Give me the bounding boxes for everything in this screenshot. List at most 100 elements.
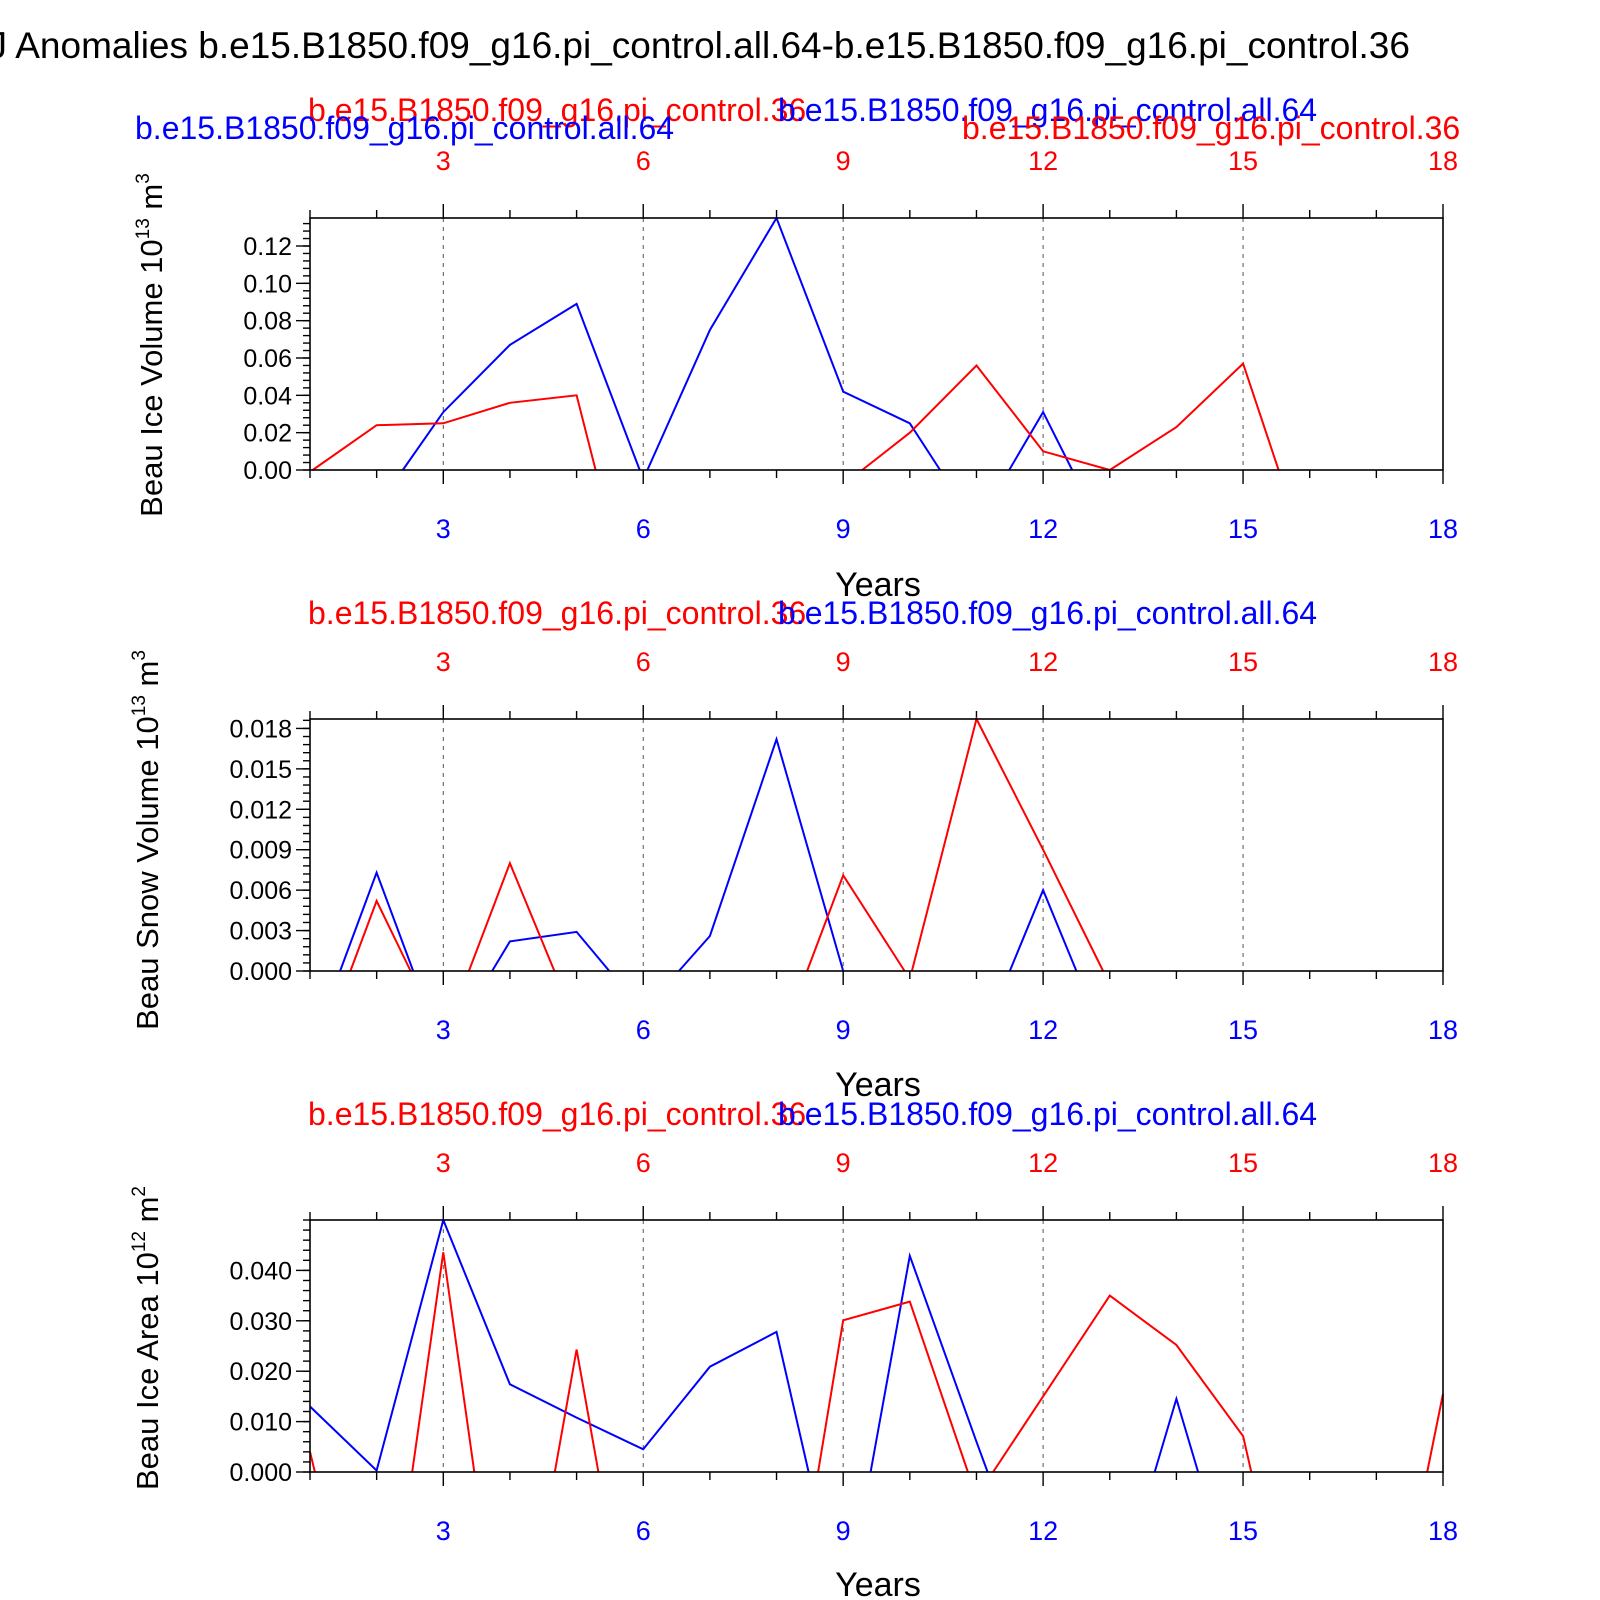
panel-1-ytick-label: 0.08 — [243, 308, 292, 336]
panel-3-xtick-label-top: 12 — [1028, 1148, 1058, 1178]
panel-1-ytick-label: 0.04 — [243, 382, 292, 410]
panel-3-series-red-line — [411, 1252, 476, 1473]
panel-3-series-red-line — [817, 1300, 969, 1473]
panel-1-top-label-blue: b.e15.B1850.f09_g16.pi_control.all.64 — [778, 92, 1317, 128]
panel-1-xtick-label-top: 6 — [636, 146, 651, 176]
panel-2-series-blue-line — [339, 869, 415, 972]
panel-1-ylabel: Beau Ice Volume 1013 m3 — [133, 173, 169, 517]
panel-1-xtick-label-top: 18 — [1428, 146, 1458, 176]
panel-2-xtick-label-top: 9 — [836, 647, 851, 677]
panel-3-xtick-label-top: 15 — [1228, 1148, 1258, 1178]
panel-3-ytick-label: 0.020 — [229, 1358, 292, 1386]
panel-3-xtick-label-bottom: 12 — [1028, 1516, 1058, 1546]
panel-2-xtick-label-bottom: 3 — [436, 1015, 451, 1045]
panel-1-xtick-label-bottom: 3 — [436, 514, 451, 544]
panel-2-ytick-label: 0.012 — [229, 796, 292, 824]
panel-1-xtick-label-top: 12 — [1028, 146, 1058, 176]
panel-3-xtick-label-top: 9 — [836, 1148, 851, 1178]
panel-1-extra-red-label: b.e15.B1850.f09_g16.pi_control.36 — [962, 110, 1460, 146]
panel-1-top-label-red: b.e15.B1850.f09_g16.pi_control.36 — [308, 92, 806, 128]
panel-3-ytick-label: 0.010 — [229, 1409, 292, 1437]
panel-2-ytick-label: 0.009 — [229, 837, 292, 865]
panel-1-series-blue-line — [401, 302, 641, 471]
panel-2-series-blue-line — [491, 930, 611, 972]
panel-2-xtick-label-top: 12 — [1028, 647, 1058, 677]
panel-3-xtick-label-bottom: 3 — [436, 1516, 451, 1546]
chart-marks: 3 3 6 6 9 9 12 12 15 15 18 18 0.00 0.02 0.04 0.06 0.08 0.… — [229, 146, 1458, 1546]
panel-2-plot-frame — [309, 718, 1444, 972]
panel-2-ytick-label: 0.015 — [229, 756, 292, 784]
panel-3-xtick-label-bottom: 18 — [1428, 1516, 1458, 1546]
panel-1-xtick-label-bottom: 9 — [836, 514, 851, 544]
panel-2-series-red-line — [349, 898, 412, 972]
panel-1-ytick-label: 0.02 — [243, 420, 292, 448]
panel-2-ytick-label: 0.018 — [229, 715, 292, 743]
panel-1-xtick-label-bottom: 12 — [1028, 514, 1058, 544]
panel-1-ytick-label: 0.06 — [243, 345, 292, 373]
panel-3-series-blue-line — [309, 1216, 810, 1473]
panel-2-ytick-label: 0.000 — [229, 958, 292, 986]
panel-2-xtick-label-bottom: 12 — [1028, 1015, 1058, 1045]
panel-3-xtick-label-top: 18 — [1428, 1148, 1458, 1178]
panel-2-series-blue-line — [678, 735, 845, 972]
panel-2-series-blue-line — [1008, 887, 1078, 972]
panel-3-plot-frame — [309, 1219, 1444, 1473]
panel-1-xtick-label-top: 15 — [1228, 146, 1258, 176]
panel-1-xtick-label-bottom: 6 — [636, 514, 651, 544]
panel-3-series-red-line — [553, 1349, 600, 1473]
panel-2-series-red-line — [910, 716, 1104, 972]
panel-1-series-red-line — [312, 394, 597, 471]
panel-3-ytick-label: 0.040 — [229, 1257, 292, 1285]
panel-1-plot-frame — [309, 217, 1444, 471]
panel-2-xtick-label-bottom: 15 — [1228, 1015, 1258, 1045]
panel-3-series-blue-line — [869, 1251, 989, 1473]
panel-3-static: b.e15.B1850.f09_g16.pi_control.36 b.e15.… — [129, 1096, 1317, 1600]
panel-2-ytick-label: 0.003 — [229, 918, 292, 946]
panel-1-extra-blue-label: b.e15.B1850.f09_g16.pi_control.all.64 — [135, 110, 674, 146]
panel-3-ylabel: Beau Ice Area 1012 m2 — [129, 1186, 165, 1490]
panel-2-xtick-label-top: 18 — [1428, 647, 1458, 677]
panel-1-xtick-label-bottom: 15 — [1228, 514, 1258, 544]
panel-3-xlabel: Years — [835, 1566, 921, 1600]
panel-1-ytick-label: 0.12 — [243, 233, 292, 261]
panel-3-top-label-red: b.e15.B1850.f09_g16.pi_control.36 — [308, 1096, 806, 1132]
panel-2-series-red-line — [467, 860, 556, 972]
panel-3-xtick-label-bottom: 15 — [1228, 1516, 1258, 1546]
panel-3-series-blue-line — [1153, 1395, 1200, 1473]
panel-1-xlabel: Years — [835, 566, 921, 604]
panel-1-xtick-label-top: 3 — [436, 146, 451, 176]
panel-1-ytick-label: 0.00 — [243, 457, 292, 485]
panel-1-series-blue-line — [646, 215, 941, 471]
panel-1-series-blue-line — [1008, 410, 1074, 471]
panel-1-xtick-label-bottom: 18 — [1428, 514, 1458, 544]
panel-3-xtick-label-top: 6 — [636, 1148, 651, 1178]
panel-3-series-red-line — [309, 1451, 316, 1473]
panel-3-top-label-blue: b.e15.B1850.f09_g16.pi_control.all.64 — [778, 1096, 1317, 1132]
panel-2-xtick-label-bottom: 6 — [636, 1015, 651, 1045]
panel-3-xtick-label-bottom: 9 — [836, 1516, 851, 1546]
panel-2-xlabel: Years — [835, 1066, 921, 1104]
panel-2-xtick-label-bottom: 18 — [1428, 1015, 1458, 1045]
panel-2-xtick-label-top: 6 — [636, 647, 651, 677]
panel-2-ytick-label: 0.006 — [229, 877, 292, 905]
panel-2-xtick-label-bottom: 9 — [836, 1015, 851, 1045]
panel-2-static: b.e15.B1850.f09_g16.pi_control.36 b.e15.… — [129, 595, 1317, 1104]
main-title: JJ Anomalies b.e15.B1850.f09_g16.pi_cont… — [0, 25, 1410, 66]
panel-3-series-red-line — [992, 1294, 1253, 1473]
panel-2-series-red-line — [806, 873, 906, 972]
panel-2-top-label-blue: b.e15.B1850.f09_g16.pi_control.all.64 — [778, 595, 1317, 631]
panel-1-series-red-line — [861, 361, 1280, 472]
panel-3-ytick-label: 0.000 — [229, 1459, 292, 1487]
panel-3-xtick-label-bottom: 6 — [636, 1516, 651, 1546]
panel-3-xtick-label-top: 3 — [436, 1148, 451, 1178]
panel-3-ytick-label: 0.030 — [229, 1308, 292, 1336]
panel-2-top-label-red: b.e15.B1850.f09_g16.pi_control.36 — [308, 595, 806, 631]
panel-3-series-red-line — [1426, 1393, 1444, 1473]
panel-1-static: b.e15.B1850.f09_g16.pi_control.36 b.e15.… — [133, 92, 1460, 604]
panel-2-ylabel: Beau Snow Volume 1013 m3 — [129, 650, 165, 1030]
panel-2-xtick-label-top: 15 — [1228, 647, 1258, 677]
panel-1-xtick-label-top: 9 — [836, 146, 851, 176]
panel-1-ytick-label: 0.10 — [243, 270, 292, 298]
panel-2-xtick-label-top: 3 — [436, 647, 451, 677]
